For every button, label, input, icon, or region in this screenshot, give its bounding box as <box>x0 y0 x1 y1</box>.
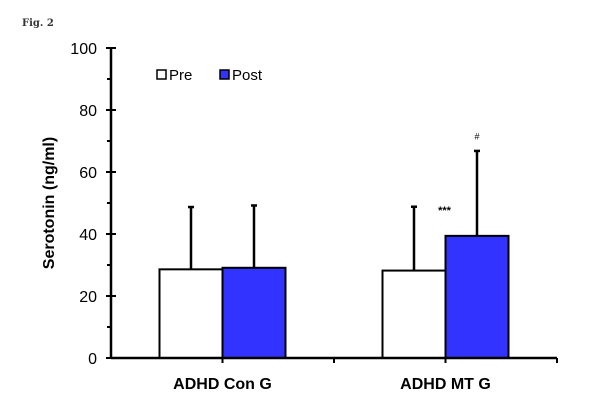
y-tick-label: 80 <box>79 103 97 120</box>
y-tick-label: 60 <box>79 165 97 182</box>
legend-swatch-pre <box>156 69 167 80</box>
y-tick-label: 40 <box>79 227 97 244</box>
bar-pre <box>381 269 447 359</box>
legend-swatch-post <box>219 69 230 80</box>
bar-pre <box>158 268 224 359</box>
x-tick-label: ADHD MT G <box>400 376 491 393</box>
y-tick-label: 100 <box>70 41 97 58</box>
x-tick-label: ADHD Con G <box>173 376 272 393</box>
significance-annotation: *** <box>438 205 452 217</box>
legend-label: Pre <box>169 67 192 84</box>
y-tick-label: 20 <box>79 289 97 306</box>
y-axis-label: Serotonin (ng/ml) <box>41 137 58 269</box>
legend-label: Post <box>232 67 263 84</box>
significance-annotation: # <box>474 131 479 141</box>
bar-post <box>444 234 510 359</box>
y-tick-label: 0 <box>88 351 97 368</box>
legend: Pre Post <box>156 67 263 84</box>
bar-post <box>221 266 287 360</box>
figure-label: Fig. 2 <box>22 18 54 29</box>
